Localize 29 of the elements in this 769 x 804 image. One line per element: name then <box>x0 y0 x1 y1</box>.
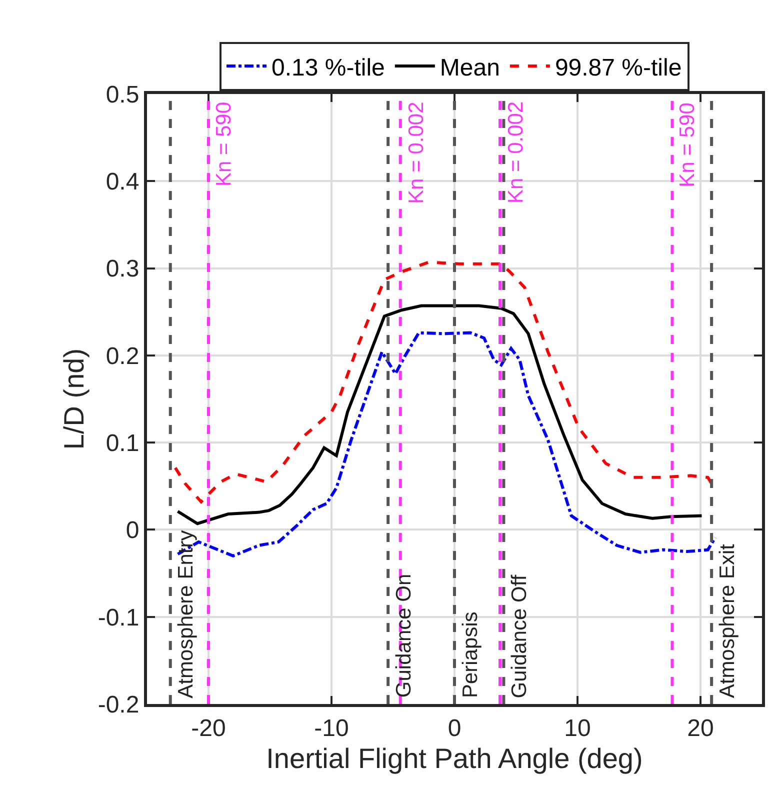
legend-label: Mean <box>440 54 500 82</box>
x-axis-title: Inertial Flight Path Angle (deg) <box>266 742 643 774</box>
legend-label: 0.13 %-tile <box>272 54 385 82</box>
annotation: Kn = 0.002 <box>404 102 428 204</box>
y-tick-label: 0.4 <box>106 168 140 196</box>
y-tick-label: 0 <box>126 517 140 544</box>
ref-line-label: Guidance On <box>392 574 416 698</box>
x-tick-label: 0 <box>448 714 462 742</box>
line-series <box>174 260 714 504</box>
x-tick-label: -10 <box>314 714 349 742</box>
ref-line-label: Periapsis <box>459 612 482 698</box>
y-tick-label: 0.2 <box>106 342 140 370</box>
annotation: Kn = 590 <box>212 102 236 186</box>
x-tick-label: 20 <box>687 714 714 742</box>
y-tick-label: -0.2 <box>98 691 140 718</box>
y-tick-label: -0.1 <box>98 604 140 632</box>
ref-line-label: Guidance Off <box>508 574 532 698</box>
legend-label: 99.87 %-tile <box>554 54 682 82</box>
y-tick-label: 0.3 <box>106 256 140 283</box>
annotation: Kn = 0.002 <box>504 101 528 204</box>
line-series <box>176 304 704 526</box>
ref-line-label: Atmosphere Entry <box>174 530 198 698</box>
y-tick-label: 0.5 <box>106 81 140 108</box>
y-axis-title: L/D (nd) <box>58 348 90 450</box>
x-tick-label: 10 <box>564 714 591 742</box>
y-tick-label: 0.1 <box>106 430 140 457</box>
annotation: Kn = 590 <box>676 102 700 188</box>
ref-line-label: Atmosphere Exit <box>716 544 740 698</box>
x-tick-label: -20 <box>191 714 226 742</box>
